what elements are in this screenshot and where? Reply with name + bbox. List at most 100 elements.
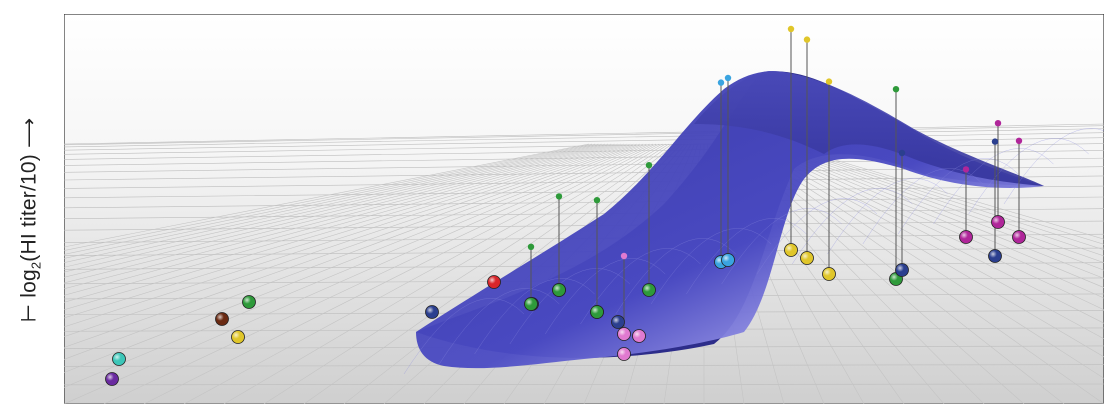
floor-grid-line [64,220,1104,231]
surface-mesh-line [403,298,525,375]
floor-grid-line [64,132,1104,151]
data-point-highlight [105,372,119,386]
surface-mesh-line [827,178,948,255]
data-point-highlight [231,330,245,344]
data-point-highlight [1012,230,1026,244]
floor-grid-line [64,143,609,273]
floor-grid-line [64,143,605,268]
point-tip [803,36,811,43]
data-point-highlight [617,347,631,361]
floor-grid-line [64,383,1104,386]
point-tip [717,79,725,86]
floor-grid-line [64,143,637,338]
surface-mesh-line [686,218,807,295]
floor-grid-line [64,143,631,319]
floor-grid-line [745,143,1104,340]
data-point-highlight [487,275,501,289]
floor-grid-line [64,143,653,404]
floor-grid-line [777,143,1104,245]
floor-grid-line [755,143,1104,299]
floor-grid-line [64,196,1104,209]
floor-grid-line [761,143,1104,279]
floor-grid-line [64,128,1104,148]
point-tip [620,252,628,260]
surface-mesh-line [897,158,1019,235]
data-point-highlight [215,312,229,326]
data-point-highlight [617,327,631,341]
floor-grid-line [263,143,669,404]
surface-mesh-line [650,228,772,305]
floor-grid-line [751,143,1104,311]
data-point-highlight [590,305,604,319]
point-stems [530,29,1020,334]
point-tip [991,138,999,145]
floor-grid-line [780,143,1104,240]
floor-grid-line [143,143,660,404]
floor-grid-line [64,125,1104,146]
floor-grid-line [64,143,599,259]
floor-grid-line [64,143,593,251]
floor-grid-line [183,143,663,404]
y-axis-label-suffix: (HI titer/10) [17,154,41,262]
floor-grid-line [223,143,666,404]
floor-grid-line [774,143,1104,251]
floor-grid-line [303,143,673,404]
surface-mesh-line [1003,128,1104,205]
y-axis-label-prefix: log [17,269,41,298]
floor-grid-line [64,143,596,255]
surface-mesh-line [792,188,913,265]
floor-grid-line [64,364,1104,367]
point-tip [898,149,906,157]
y-axis-label: ⊢ log2(HI titer/10) ⟶ [16,118,43,323]
floor-grid-line [64,143,621,296]
point-tip [962,166,970,173]
floor-grid-line [64,143,650,388]
data-point-highlight [552,283,566,297]
data-point-highlight [784,243,798,257]
data-point-highlight [632,329,646,343]
floor-grid-line [64,143,625,303]
data-point-highlight [611,315,625,329]
point-tip [555,193,563,200]
data-point-highlight [642,283,656,297]
y-axis-label-subscript: 2 [28,261,44,270]
floor-grid-line [771,143,1104,257]
y-axis-area: ⊢ log2(HI titer/10) ⟶ [0,0,60,418]
floor-grid-line [64,143,634,328]
point-tip [527,243,535,250]
data-point-highlight [112,352,126,366]
floor-grid-line [64,143,612,278]
floor-grid-line [103,143,657,404]
surface-ridge [694,71,1044,186]
floor-grid-line [64,143,647,373]
point-tip [825,78,833,85]
floor-grid-line [64,143,602,264]
floor-grid-line [758,143,1104,288]
floor-grid-line [64,143,641,348]
data-point-highlight [822,267,836,281]
surface-mesh-line [756,198,878,275]
surface-plot [64,14,1104,404]
data-point-highlight [242,295,256,309]
floor-grid-line [764,143,1104,271]
data-points [105,25,1026,386]
point-tip [892,86,900,93]
floor-grid-line [64,143,644,360]
point-tip [724,74,732,82]
y-axis-arrow-line: ⟶ [17,117,41,149]
floor-grid-line [748,143,1104,324]
point-tip [787,25,795,33]
point-tip [645,162,653,169]
surface-mesh-line [615,238,736,315]
floor-grid-line [64,143,628,311]
y-axis-arrow-tail: ⊢ [17,303,41,323]
floor-grid-line [64,143,618,290]
surface [403,71,1104,375]
data-point-highlight [988,249,1002,263]
surface-mesh-line [439,288,560,365]
data-point-highlight [895,263,909,277]
point-tip [994,120,1002,127]
data-point-highlight [524,297,538,311]
floor-grid-line [64,123,1104,145]
floor-grid-line [767,143,1104,264]
